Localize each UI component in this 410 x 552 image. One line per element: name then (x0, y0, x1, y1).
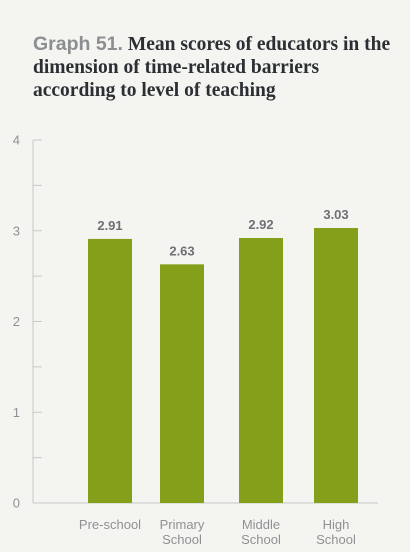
x-category-label: Middle School (241, 517, 281, 547)
y-tick-label: 2 (13, 314, 20, 329)
bar (160, 264, 204, 503)
bar (239, 238, 283, 503)
y-tick-label: 4 (13, 133, 20, 148)
bar (314, 228, 358, 503)
graph-number: Graph 51. (33, 33, 123, 55)
y-tick-label: 0 (13, 496, 20, 511)
bar-value-label: 2.63 (169, 243, 194, 258)
bar (88, 238, 132, 504)
title-text: Mean scores of educators in the dimensio… (33, 34, 391, 101)
chart-title: Graph 51. Mean scores of educators in th… (33, 33, 393, 102)
x-category-label: Pre-school (79, 517, 141, 532)
y-tick-label: 3 (13, 223, 20, 238)
x-category-label: High School (316, 517, 356, 547)
x-category-label: Primary School (160, 517, 205, 547)
bar-value-label: 2.92 (248, 217, 273, 232)
bar-value-label: 3.03 (323, 207, 348, 222)
bar-value-label: 2.91 (97, 218, 122, 233)
y-tick-label: 1 (13, 405, 20, 420)
